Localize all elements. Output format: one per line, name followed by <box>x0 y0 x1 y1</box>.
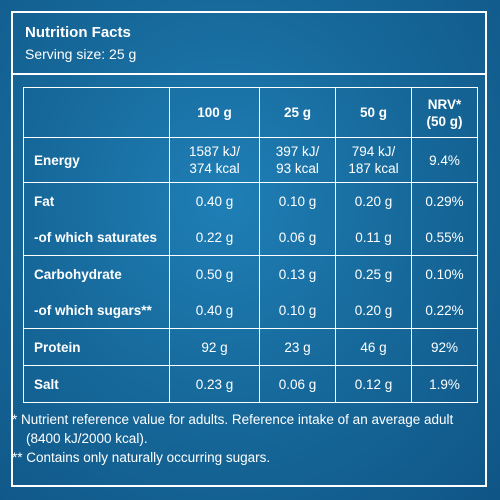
table-header-row: 100 g 25 g 50 g NRV* (50 g) <box>23 87 478 138</box>
carbohydrate-50g: 0.25 g <box>335 255 412 292</box>
fat-50g: 0.20 g <box>335 182 412 219</box>
table-row-sugars: -of which sugars** 0.40 g 0.10 g 0.20 g … <box>23 292 478 329</box>
carbohydrate-nrv: 0.10% <box>411 255 478 292</box>
sugars-25g: 0.10 g <box>259 292 336 329</box>
row-label: Energy <box>23 137 170 183</box>
row-label: -of which sugars** <box>23 292 170 329</box>
sugars-50g: 0.20 g <box>335 292 412 329</box>
salt-50g: 0.12 g <box>335 365 412 403</box>
header-100g: 100 g <box>169 87 260 138</box>
saturates-nrv: 0.55% <box>411 219 478 256</box>
header-25g: 25 g <box>259 87 336 138</box>
salt-25g: 0.06 g <box>259 365 336 403</box>
fat-nrv: 0.29% <box>411 182 478 219</box>
protein-100g: 92 g <box>169 328 260 366</box>
table-row-fat: Fat 0.40 g 0.10 g 0.20 g 0.29% <box>23 182 478 219</box>
serving-size: Serving size: 25 g <box>25 46 137 62</box>
header-nrv-line1: NRV* <box>427 96 462 112</box>
table-row-energy: Energy 1587 kJ/ 374 kcal 397 kJ/ 93 kcal… <box>23 137 478 183</box>
energy-50g-kj: 794 kJ/ <box>351 144 396 159</box>
nutrition-title: Nutrition Facts <box>25 24 131 41</box>
energy-25g: 397 kJ/ 93 kcal <box>259 137 336 183</box>
footnote-sugars: ** Contains only naturally occurring sug… <box>12 450 271 465</box>
energy-50g-kcal: 187 kcal <box>348 161 399 176</box>
fat-25g: 0.10 g <box>259 182 336 219</box>
energy-25g-kj: 397 kJ/ <box>275 144 320 159</box>
row-label: Fat <box>23 182 170 219</box>
nutrition-header: Nutrition Facts Serving size: 25 g <box>13 13 485 75</box>
sugars-nrv: 0.22% <box>411 292 478 329</box>
footnotes: * Nutrient reference value for adults. R… <box>12 410 488 467</box>
energy-100g-kcal: 374 kcal <box>189 161 240 176</box>
energy-100g: 1587 kJ/ 374 kcal <box>169 137 260 183</box>
carbohydrate-25g: 0.13 g <box>259 255 336 292</box>
protein-25g: 23 g <box>259 328 336 366</box>
protein-nrv: 92% <box>411 328 478 366</box>
header-nrv: NRV* (50 g) <box>411 87 478 138</box>
fat-100g: 0.40 g <box>169 182 260 219</box>
row-label: Protein <box>23 328 170 366</box>
saturates-50g: 0.11 g <box>335 219 412 256</box>
table-row-protein: Protein 92 g 23 g 46 g 92% <box>23 328 478 366</box>
table-row-salt: Salt 0.23 g 0.06 g 0.12 g 1.9% <box>23 365 478 403</box>
saturates-25g: 0.06 g <box>259 219 336 256</box>
header-nrv-line2: (50 g) <box>426 113 463 129</box>
energy-nrv: 9.4% <box>411 137 478 183</box>
table-row-carbohydrate: Carbohydrate 0.50 g 0.13 g 0.25 g 0.10% <box>23 255 478 292</box>
table-row-saturates: -of which saturates 0.22 g 0.06 g 0.11 g… <box>23 219 478 256</box>
header-50g: 50 g <box>335 87 412 138</box>
carbohydrate-100g: 0.50 g <box>169 255 260 292</box>
saturates-100g: 0.22 g <box>169 219 260 256</box>
row-label: -of which saturates <box>23 219 170 256</box>
energy-50g: 794 kJ/ 187 kcal <box>335 137 412 183</box>
nutrition-facts-panel: Nutrition Facts Serving size: 25 g 100 g… <box>11 11 487 487</box>
row-label: Salt <box>23 365 170 403</box>
salt-nrv: 1.9% <box>411 365 478 403</box>
header-label-cell <box>23 87 170 138</box>
protein-50g: 46 g <box>335 328 412 366</box>
nutrition-table: 100 g 25 g 50 g NRV* (50 g) Energy 1587 … <box>23 87 478 403</box>
footnote-nrv: * Nutrient reference value for adults. R… <box>12 412 454 446</box>
energy-25g-kcal: 93 kcal <box>276 161 319 176</box>
salt-100g: 0.23 g <box>169 365 260 403</box>
sugars-100g: 0.40 g <box>169 292 260 329</box>
energy-100g-kj: 1587 kJ/ <box>188 144 241 159</box>
row-label: Carbohydrate <box>23 255 170 292</box>
